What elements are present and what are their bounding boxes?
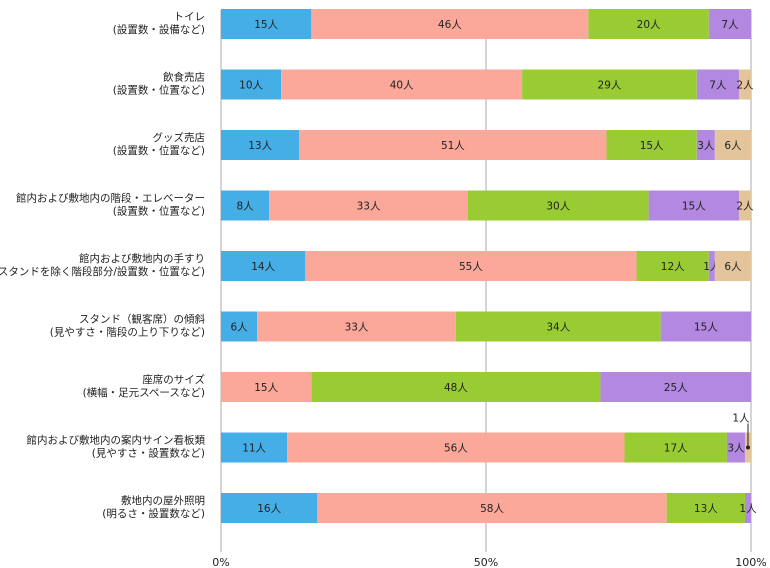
data-label: 2人: [736, 80, 754, 92]
data-label: 56人: [444, 443, 468, 455]
x-tick-label: 100%: [735, 556, 766, 568]
data-label: 3人: [727, 443, 745, 455]
bar-segment: [660, 311, 751, 342]
bar-segment: [311, 372, 601, 402]
data-label: 6人: [230, 322, 248, 334]
bar-segment: [714, 130, 751, 160]
data-label: 15人: [682, 201, 706, 213]
bar-segment: [467, 190, 649, 221]
bar-segment: [221, 493, 318, 523]
bar-segment: [522, 69, 697, 100]
bar-segment: [221, 372, 312, 402]
data-label: 46人: [438, 19, 462, 31]
data-label: 17人: [664, 443, 688, 455]
data-label: 55人: [459, 261, 483, 273]
x-axis-ticks: 0% 50% 100%: [212, 556, 766, 568]
data-label: 2人: [736, 201, 754, 213]
bar-segment: [624, 432, 727, 463]
bar-segment: [317, 493, 667, 523]
data-label: 14人: [251, 261, 275, 273]
bar-segment: [738, 190, 751, 221]
category-label: 館内および敷地内の手すり(スタンドを除く階段部分/設置数・位置など): [0, 252, 205, 278]
bar-segment: [221, 9, 312, 39]
bar-segment: [708, 9, 751, 39]
callout-label: 1人: [732, 413, 750, 425]
bar-segment: [600, 372, 751, 402]
bar-segment: [305, 251, 637, 281]
category-label: トイレ(設置数・設備など): [113, 11, 205, 36]
bar-segment: [714, 251, 751, 281]
data-label: 48人: [444, 382, 468, 394]
bar-segment: [221, 190, 270, 221]
bar-segment: [744, 493, 751, 523]
bar-segment: [281, 69, 523, 100]
data-label: 58人: [480, 503, 504, 515]
data-label: 10人: [239, 80, 263, 92]
bar-segment: [221, 251, 306, 281]
category-label: 座席のサイズ(横幅・足元スペースなど): [83, 373, 205, 399]
category-label: 飲食売店(設置数・位置など): [113, 71, 205, 97]
category-label: 館内および敷地内の案内サイン看板類(見やすさ・設置数など): [27, 434, 206, 460]
bar-segment: [606, 130, 697, 160]
data-label: 6人: [724, 140, 742, 152]
bar-segment: [636, 251, 709, 281]
data-label: 15人: [640, 140, 664, 152]
data-label: 34人: [546, 322, 570, 334]
bar-segment: [221, 432, 288, 463]
data-label: 40人: [390, 80, 414, 92]
data-label: 1人: [739, 503, 757, 515]
bar-segment: [257, 311, 456, 342]
bar-segment: [221, 130, 300, 160]
category-label: スタンド（観客席）の傾斜(見やすさ・階段の上り下りなど): [50, 313, 206, 339]
bar-segment: [738, 69, 751, 100]
data-label: 7人: [709, 80, 727, 92]
data-label: 33人: [345, 322, 369, 334]
bar-segment: [287, 432, 625, 463]
bar-segment: [455, 311, 661, 342]
data-label: 15人: [254, 19, 278, 31]
category-label: 館内および敷地内の階段・エレベーター(設置数・位置など): [16, 192, 205, 218]
data-label: 15人: [254, 382, 278, 394]
bars: 15人 46人 20人 7人 10人 40人 29人 7人 2人 13人 51人 15人 3人 6人 8人 3…: [221, 9, 757, 523]
data-label: 7人: [721, 19, 739, 31]
data-label: 3人: [697, 140, 715, 152]
callout: 1人: [732, 413, 750, 450]
data-label: 12人: [661, 261, 685, 273]
category-label: グッズ売店(設置数・位置など): [113, 131, 205, 157]
bar-segment: [221, 311, 258, 342]
bar-segment: [588, 9, 709, 39]
bar-segment: [696, 69, 739, 100]
data-label: 33人: [357, 201, 381, 213]
bar-segment: [696, 130, 715, 160]
data-label: 8人: [236, 201, 254, 213]
data-label: 16人: [257, 503, 281, 515]
data-label: 6人: [724, 261, 742, 273]
bar-segment: [269, 190, 468, 221]
bar-segment: [311, 9, 589, 39]
data-label: 51人: [441, 140, 465, 152]
category-label: 敷地内の屋外照明(明るさ・設置数など): [102, 494, 205, 520]
bar-segment: [648, 190, 739, 221]
data-label: 11人: [242, 443, 266, 455]
bar-segment: [299, 130, 607, 160]
bar-segment: [708, 251, 715, 281]
data-label: 20人: [637, 19, 661, 31]
data-label: 15人: [694, 322, 718, 334]
data-label: 13人: [248, 140, 272, 152]
category-labels: トイレ(設置数・設備など) 飲食売店(設置数・位置など) グッズ売店(設置数・位置な…: [0, 11, 205, 520]
bar-segment: [666, 493, 745, 523]
x-tick-label: 0%: [212, 556, 229, 568]
data-label: 30人: [546, 201, 570, 213]
x-tick-label: 50%: [474, 556, 498, 568]
data-label: 25人: [664, 382, 688, 394]
data-label: 13人: [694, 503, 718, 515]
bar-segment: [726, 432, 745, 463]
data-label: 29人: [598, 80, 622, 92]
bar-segment: [221, 69, 282, 100]
